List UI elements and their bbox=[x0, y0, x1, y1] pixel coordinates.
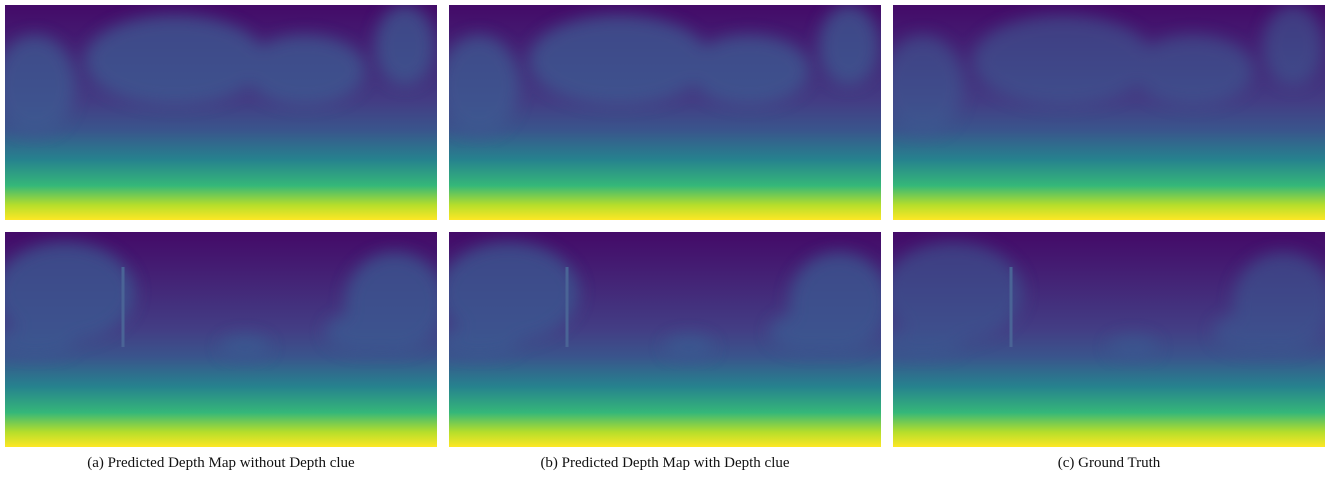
depth-map bbox=[0, 232, 445, 447]
object bbox=[1213, 312, 1293, 352]
object bbox=[1108, 335, 1158, 359]
tree bbox=[883, 35, 963, 135]
tree bbox=[375, 5, 435, 85]
depth-map bbox=[439, 5, 881, 220]
tree bbox=[529, 15, 709, 105]
object bbox=[769, 312, 849, 352]
depth-panels bbox=[0, 5, 1328, 447]
depth-map bbox=[883, 5, 1325, 220]
caption: (a) Predicted Depth Map without Depth cl… bbox=[87, 455, 355, 471]
object bbox=[664, 335, 714, 359]
object bbox=[439, 327, 519, 357]
depth-map bbox=[883, 232, 1328, 447]
caption: (c) Ground Truth bbox=[1058, 455, 1161, 471]
depth-map bbox=[439, 232, 889, 447]
object bbox=[220, 335, 270, 359]
tree bbox=[439, 35, 519, 135]
object bbox=[883, 327, 963, 357]
object bbox=[325, 312, 405, 352]
object bbox=[0, 242, 135, 342]
tree bbox=[245, 35, 365, 105]
caption: (b) Predicted Depth Map with Depth clue bbox=[540, 455, 789, 471]
object bbox=[439, 242, 579, 342]
depth-map bbox=[0, 5, 437, 220]
tree bbox=[85, 15, 265, 105]
tree bbox=[819, 5, 879, 85]
object bbox=[883, 242, 1023, 342]
tree bbox=[1263, 5, 1323, 85]
tree bbox=[973, 15, 1153, 105]
tree bbox=[689, 35, 809, 105]
tree bbox=[1133, 35, 1253, 105]
figure: (a) Predicted Depth Map without Depth cl… bbox=[0, 0, 1328, 479]
